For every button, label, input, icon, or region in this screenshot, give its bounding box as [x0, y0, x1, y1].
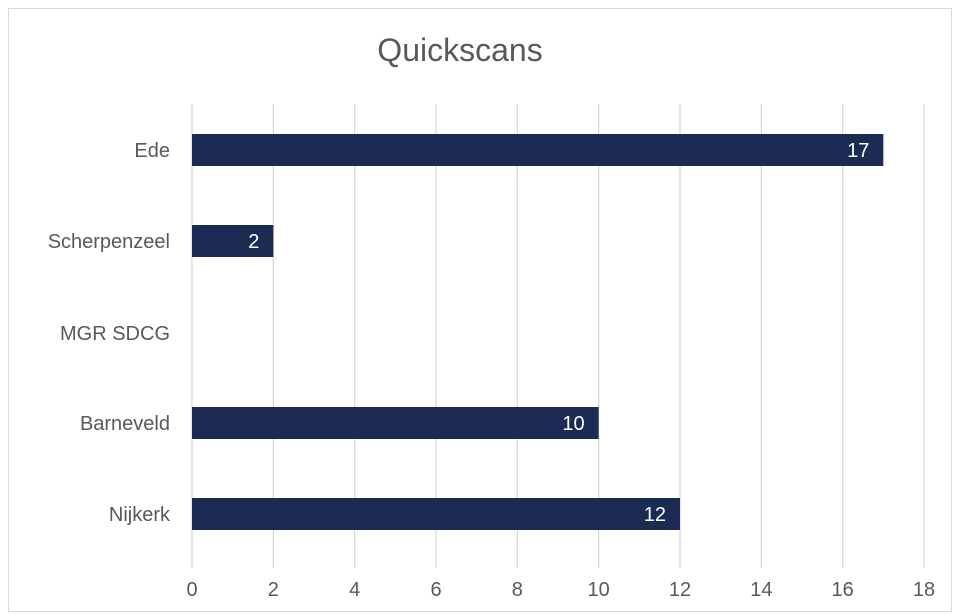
x-tick-label: 16 — [832, 579, 854, 601]
data-label: 12 — [644, 504, 666, 526]
x-tick-label: 4 — [349, 579, 360, 601]
bar — [192, 498, 680, 530]
x-tick-label: 12 — [669, 579, 691, 601]
category-label: Barneveld — [80, 413, 170, 435]
x-tick-label: 8 — [512, 579, 523, 601]
bar — [192, 407, 599, 439]
category-label: Scherpenzeel — [48, 231, 170, 253]
data-label: 17 — [847, 140, 869, 162]
bar — [192, 225, 274, 257]
bar — [192, 134, 884, 166]
category-label: Ede — [134, 140, 170, 162]
x-tick-label: 18 — [913, 579, 935, 601]
category-label: MGR SDCG — [60, 323, 170, 345]
category-label: Nijkerk — [109, 504, 171, 526]
x-tick-label: 6 — [430, 579, 441, 601]
x-tick-label: 0 — [186, 579, 197, 601]
x-tick-label: 14 — [750, 579, 772, 601]
data-label: 2 — [248, 231, 259, 253]
x-tick-label: 2 — [268, 579, 279, 601]
x-tick-label: 10 — [588, 579, 610, 601]
data-label: 10 — [562, 413, 584, 435]
chart-title: Quickscans — [377, 32, 543, 68]
